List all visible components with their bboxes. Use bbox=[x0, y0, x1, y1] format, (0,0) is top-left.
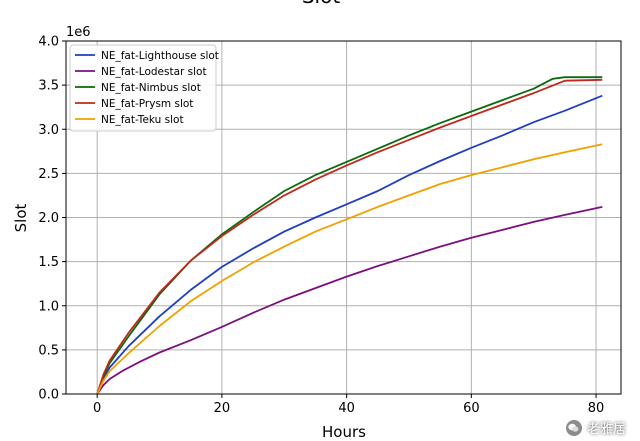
y-axis-label: Slot bbox=[12, 204, 30, 233]
y-tick-label: 3.5 bbox=[38, 79, 59, 94]
series-line-4 bbox=[96, 143, 603, 395]
legend-label: NE_fat-Nimbus slot bbox=[101, 82, 201, 94]
y-tick-label: 2.0 bbox=[38, 211, 59, 226]
legend: NE_fat-Lighthouse slot NE_fat-Lodestar sl… bbox=[69, 44, 219, 132]
x-tick-label: 40 bbox=[338, 401, 355, 416]
y-tick-label: 2.5 bbox=[38, 167, 59, 182]
wechat-icon bbox=[565, 419, 582, 436]
y-axis: 0.0 0.5 1.0 1.5 2.0 2.5 3.0 3.5 4.0 bbox=[38, 35, 66, 403]
x-tick-label: 80 bbox=[588, 401, 605, 416]
legend-label: NE_fat-Lighthouse slot bbox=[101, 50, 219, 62]
legend-label: NE_fat-Lodestar slot bbox=[101, 66, 207, 78]
legend-label: NE_fat-Prysm slot bbox=[101, 98, 193, 110]
series-line-0 bbox=[96, 94, 603, 395]
series-line-3 bbox=[96, 78, 603, 395]
watermark-text: 老雅居 bbox=[586, 422, 626, 437]
y-tick-label: 0.5 bbox=[38, 343, 59, 358]
x-tick-label: 20 bbox=[214, 401, 231, 416]
legend-label: NE_fat-Teku slot bbox=[101, 114, 184, 126]
watermark: 老雅居 bbox=[565, 418, 626, 437]
legend-box bbox=[69, 44, 217, 132]
x-axis-label: Hours bbox=[322, 423, 366, 441]
x-tick-label: 0 bbox=[93, 401, 101, 416]
series-line-1 bbox=[96, 206, 603, 395]
x-tick-label: 60 bbox=[463, 401, 480, 416]
y-offset-label: 1e6 bbox=[66, 25, 91, 40]
y-tick-label: 0.0 bbox=[38, 388, 59, 403]
chart-title: Slot bbox=[302, 0, 340, 8]
x-axis: 0 20 40 60 80 bbox=[93, 394, 604, 416]
series-line-2 bbox=[96, 76, 603, 395]
y-tick-label: 4.0 bbox=[38, 35, 59, 50]
y-tick-label: 3.0 bbox=[38, 123, 59, 138]
y-tick-label: 1.5 bbox=[38, 255, 59, 270]
y-tick-label: 1.0 bbox=[38, 299, 59, 314]
series-lines bbox=[96, 76, 603, 395]
